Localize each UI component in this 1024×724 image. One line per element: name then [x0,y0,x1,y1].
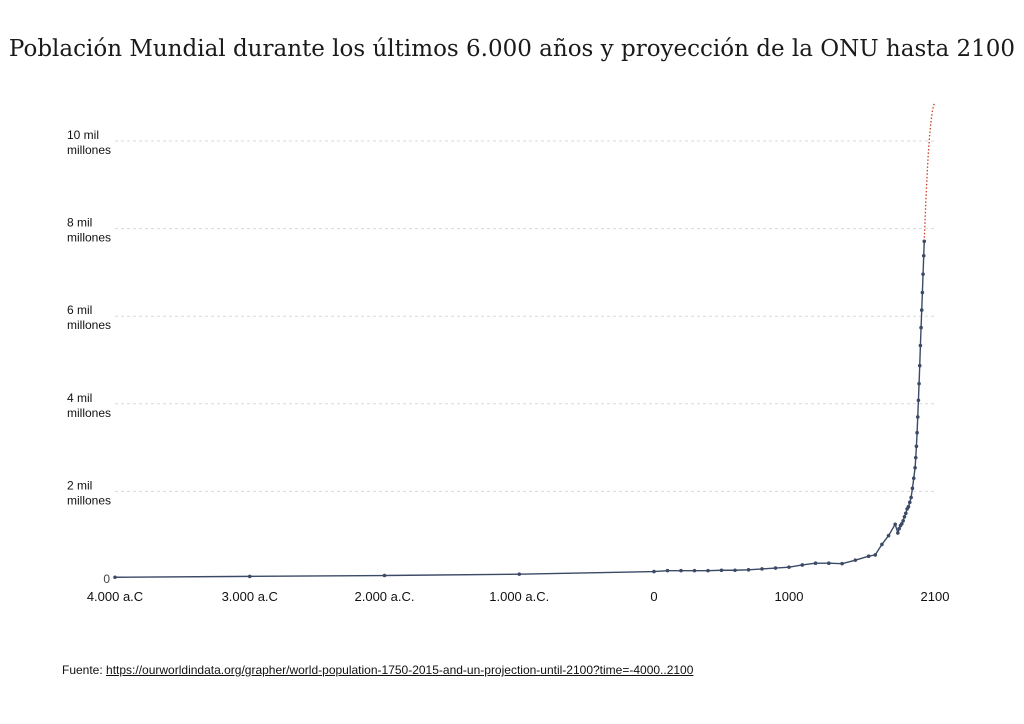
data-point [913,465,917,470]
data-point [921,272,925,276]
data-point [911,476,916,481]
series-projection [923,102,936,242]
data-point [113,575,117,580]
data-point [787,565,791,569]
chart-title: Población Mundial durante los últimos 6.… [8,36,1016,62]
data-point [773,566,778,570]
data-point [916,398,921,403]
data-point [665,568,670,573]
data-point [904,511,908,516]
y-tick-label: 0 [103,572,110,586]
data-point [920,290,925,295]
data-point [917,363,922,368]
y-tick-label: millones [67,493,111,507]
data-point [719,568,724,573]
data-point [517,572,522,576]
y-tick-label: millones [67,318,111,332]
data-point [917,381,921,386]
source-prefix: Fuente: [62,663,107,677]
data-point [813,561,818,566]
y-tick-label: 6 mil [67,303,92,317]
data-point [800,563,805,567]
gridlines [115,140,935,492]
x-tick-label: 2100 [921,589,950,604]
historical-line [114,241,925,578]
source-note: Fuente: https://ourworldindata.org/graph… [62,663,693,677]
data-point [692,568,697,573]
source-link[interactable]: https://ourworldindata.org/grapher/world… [106,663,694,677]
data-point [918,343,923,348]
data-point [919,325,923,330]
x-tick-labels: 4.000 a.C 3.000 a.C 2.000 a.C. 1.000 a.C. 0 1… [87,589,950,604]
data-point [893,522,897,527]
data-point [746,568,751,572]
data-point [906,504,911,509]
data-point [921,253,926,258]
data-point [873,553,878,557]
data-point [915,430,919,435]
data-point [901,518,905,523]
data-point [886,533,891,538]
data-point [915,415,920,419]
data-point [827,561,831,566]
y-tick-label: 4 mil [67,391,92,405]
y-tick-label: 10 mil [67,128,99,142]
data-point [913,455,918,460]
data-point [909,495,913,500]
y-tick-label: millones [67,143,111,157]
projection-line [923,102,936,242]
x-tick-label: 4.000 a.C [87,589,143,604]
x-tick-label: 3.000 a.C [222,589,278,604]
series-historical [113,239,927,580]
x-tick-label: 0 [650,589,657,604]
data-point [907,500,912,505]
data-point [922,239,927,244]
data-point [914,444,919,449]
x-tick-label: 1.000 a.C. [489,589,549,604]
y-tick-label: millones [67,231,111,245]
data-point [652,569,656,574]
data-point [382,573,387,578]
data-point [910,486,915,491]
data-point [733,568,737,573]
data-point [706,568,710,573]
data-point [679,568,683,573]
x-tick-label: 2.000 a.C. [355,589,415,604]
data-point [902,515,907,519]
data-point [760,567,764,571]
data-point [866,554,871,559]
y-tick-label: millones [67,406,111,420]
x-tick-label: 1000 [775,589,804,604]
data-point [919,308,924,312]
data-point [897,526,901,531]
data-point [247,574,252,579]
y-tick-label: 8 mil [67,216,92,230]
y-tick-label: 2 mil [67,478,92,492]
data-point [896,531,900,535]
data-point [880,542,884,547]
data-point [900,522,904,526]
data-point [853,558,858,562]
data-point [840,561,844,566]
